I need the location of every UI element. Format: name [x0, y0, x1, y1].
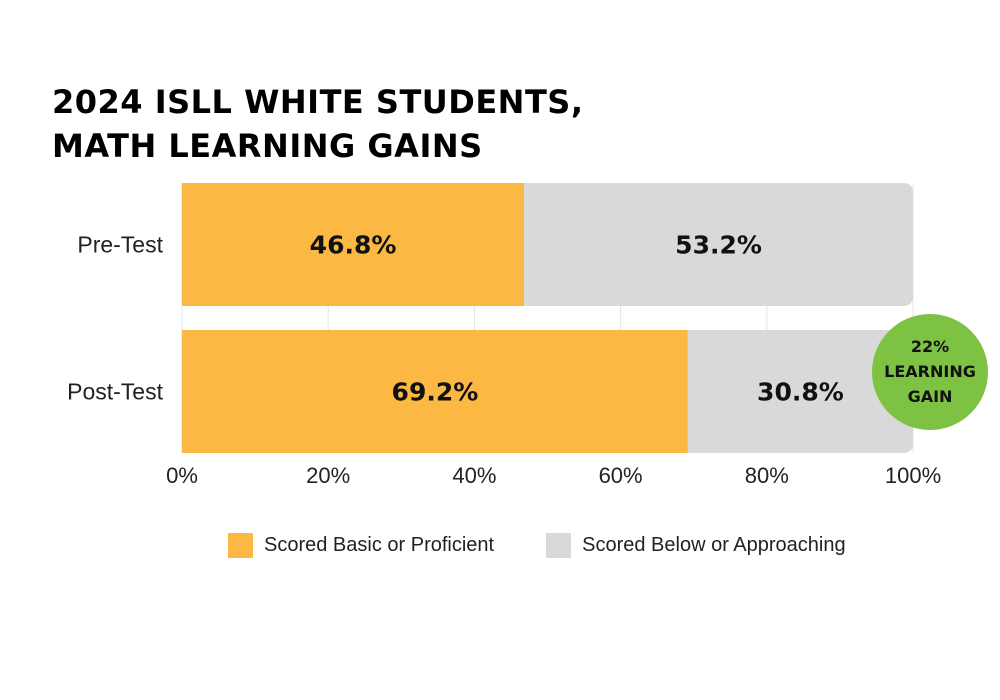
x-tick-label-60: 60% [599, 463, 643, 488]
x-tick-label-0: 0% [166, 463, 198, 488]
bar-pre-test-series-0 [182, 183, 525, 306]
chart-title: 2024 ISLL WHITE STUDENTS, MATH LEARNING … [52, 80, 583, 168]
legend-item-below-approaching: Scored Below or Approaching [546, 533, 846, 558]
legend-swatch-basic-proficient [228, 533, 253, 558]
category-labels: Pre-Test Post-Test [67, 232, 163, 405]
data-label-pre-test-series-1: 53.2% [675, 231, 762, 260]
learning-gain-annotation: 22% LEARNING GAIN [872, 314, 988, 430]
bar-post-test-series-1 [687, 330, 913, 453]
x-tick-label-80: 80% [745, 463, 789, 488]
data-label-pre-test-series-0: 46.8% [310, 231, 397, 260]
learning-gain-text-line-3: GAIN [908, 387, 953, 406]
x-tick-label-100: 100% [885, 463, 941, 488]
bars [182, 183, 913, 453]
data-label-post-test-series-1: 30.8% [757, 378, 844, 407]
learning-gain-badge [872, 314, 988, 430]
chart-title-line-2: MATH LEARNING GAINS [52, 127, 483, 165]
legend-item-basic-proficient: Scored Basic or Proficient [228, 533, 494, 558]
learning-gain-text-line-2: LEARNING [884, 362, 976, 381]
x-axis-ticks: 0% 20% 40% 60% 80% 100% [166, 463, 941, 488]
category-label-post-test: Post-Test [67, 379, 163, 405]
data-labels: 46.8% 53.2% 69.2% 30.8% [310, 231, 844, 407]
x-tick-label-40: 40% [452, 463, 496, 488]
category-label-pre-test: Pre-Test [77, 232, 163, 258]
bar-post-test-series-0 [182, 330, 688, 453]
legend-label-basic-proficient: Scored Basic or Proficient [264, 534, 495, 556]
bar-pre-test-series-1 [524, 183, 913, 306]
legend: Scored Basic or Proficient Scored Below … [228, 533, 846, 558]
learning-gain-text-line-1: 22% [911, 337, 949, 356]
legend-swatch-below-approaching [546, 533, 572, 558]
x-tick-label-20: 20% [306, 463, 350, 488]
data-label-post-test-series-0: 69.2% [392, 378, 479, 407]
legend-label-below-approaching: Scored Below or Approaching [582, 534, 846, 556]
chart-title-line-1: 2024 ISLL WHITE STUDENTS, [52, 83, 584, 121]
